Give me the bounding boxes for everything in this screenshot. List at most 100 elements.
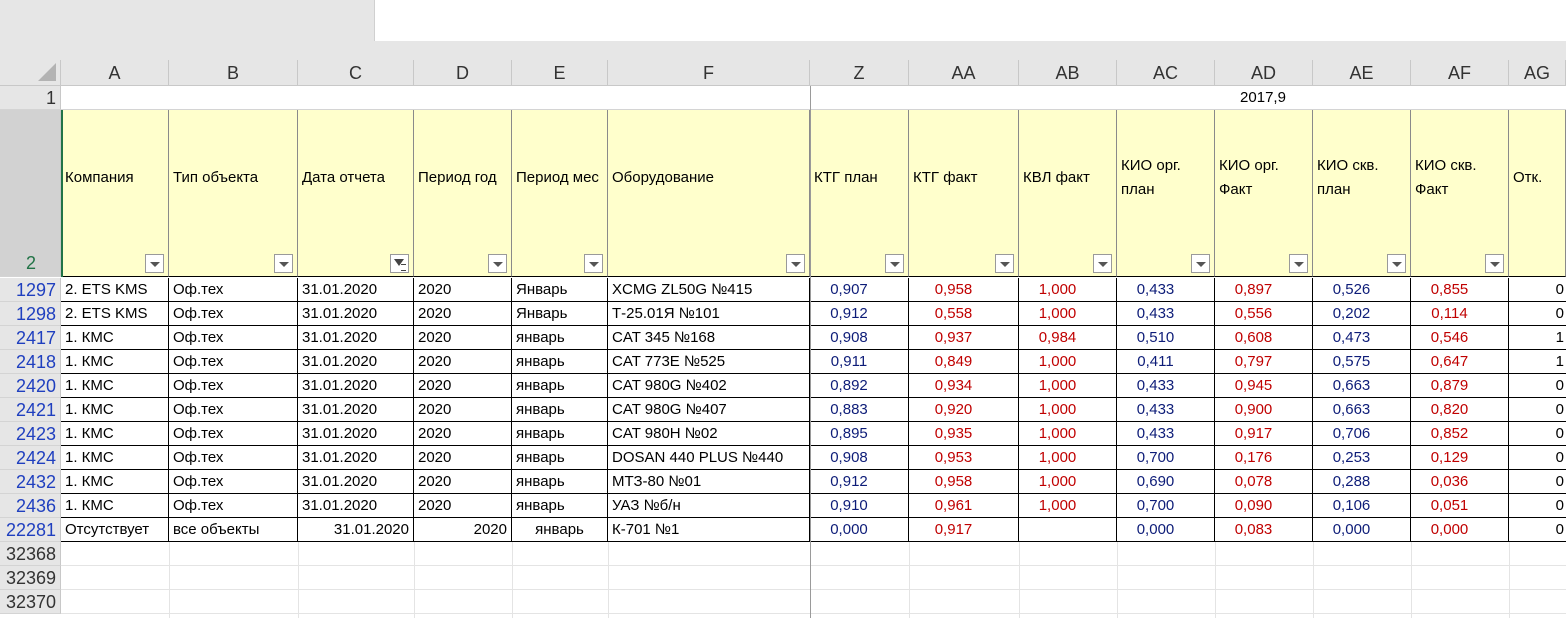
column-header-ad[interactable]: AD [1215,60,1313,86]
cell-ae-1298[interactable]: 0,202 [1313,302,1411,326]
cell-e-2432[interactable]: январь [512,470,608,494]
row-header-1[interactable]: 1 [0,86,61,110]
cell-b-2432[interactable]: Оф.тех [169,470,298,494]
cell-z-22281[interactable]: 0,000 [810,518,909,542]
row-header-2436[interactable]: 2436 [0,494,61,518]
cell-ae-1297[interactable]: 0,526 [1313,278,1411,302]
cell-f-1297[interactable]: XCMG ZL50G №415 [608,278,810,302]
cell-ac-1297[interactable]: 0,433 [1117,278,1215,302]
cell-b-2421[interactable]: Оф.тех [169,398,298,422]
cell-e-2420[interactable]: январь [512,374,608,398]
header-cell-ac[interactable]: КИО орг. план [1117,110,1215,277]
cell-b-1297[interactable]: Оф.тех [169,278,298,302]
cell-b-2420[interactable]: Оф.тех [169,374,298,398]
cell-z-2421[interactable]: 0,883 [810,398,909,422]
cell-b-2417[interactable]: Оф.тех [169,326,298,350]
cell-ae-2418[interactable]: 0,575 [1313,350,1411,374]
cell-a-2420[interactable]: 1. КМС [61,374,169,398]
cell-c-1297[interactable]: 31.01.2020 [298,278,414,302]
cell-e-2418[interactable]: январь [512,350,608,374]
column-header-ag[interactable]: AG [1509,60,1566,86]
cell-z-2424[interactable]: 0,908 [810,446,909,470]
cell-ac-1298[interactable]: 0,433 [1117,302,1215,326]
row-header-2[interactable]: 2 [0,110,61,277]
cell-ae-22281[interactable]: 0,000 [1313,518,1411,542]
select-all-button[interactable] [0,60,61,86]
column-header-c[interactable]: C [298,60,414,86]
column-header-af[interactable]: AF [1411,60,1509,86]
cell-ab-1298[interactable]: 1,000 [1019,302,1117,326]
filter-dropdown-button[interactable] [1191,254,1210,273]
cell-ad-2432[interactable]: 0,078 [1215,470,1313,494]
cell-z-2423[interactable]: 0,895 [810,422,909,446]
cell-c-1298[interactable]: 31.01.2020 [298,302,414,326]
cell-ab-2436[interactable]: 1,000 [1019,494,1117,518]
cell-d-2417[interactable]: 2020 [414,326,512,350]
cell-ag-2417[interactable]: 1 [1509,326,1566,350]
cell-ab-2424[interactable]: 1,000 [1019,446,1117,470]
filter-dropdown-button[interactable] [488,254,507,273]
cell-ac-2420[interactable]: 0,433 [1117,374,1215,398]
cell-f-2421[interactable]: CAT 980G №407 [608,398,810,422]
row-header-2432[interactable]: 2432 [0,470,61,494]
column-header-d[interactable]: D [414,60,512,86]
filter-dropdown-button[interactable] [145,254,164,273]
filter-dropdown-button[interactable] [1289,254,1308,273]
row1-merged-value[interactable]: 2017,9 [810,86,1566,110]
row1-left-cell[interactable] [61,86,810,110]
cell-z-1297[interactable]: 0,907 [810,278,909,302]
cell-af-2423[interactable]: 0,852 [1411,422,1509,446]
cell-ad-1298[interactable]: 0,556 [1215,302,1313,326]
filter-dropdown-button[interactable] [1485,254,1504,273]
cell-ag-1297[interactable]: 0 [1509,278,1566,302]
cell-f-1298[interactable]: Т-25.01Я №101 [608,302,810,326]
cell-ae-2417[interactable]: 0,473 [1313,326,1411,350]
column-header-ae[interactable]: AE [1313,60,1411,86]
row-header-2417[interactable]: 2417 [0,326,61,350]
cell-aa-2418[interactable]: 0,849 [909,350,1019,374]
row-header-2418[interactable]: 2418 [0,350,61,374]
cell-a-1298[interactable]: 2. ETS KMS [61,302,169,326]
cell-c-2417[interactable]: 31.01.2020 [298,326,414,350]
cell-z-2436[interactable]: 0,910 [810,494,909,518]
cell-af-2417[interactable]: 0,546 [1411,326,1509,350]
cell-f-2423[interactable]: CAT 980H №02 [608,422,810,446]
cell-ac-2423[interactable]: 0,433 [1117,422,1215,446]
cell-b-2423[interactable]: Оф.тех [169,422,298,446]
filter-dropdown-button[interactable] [274,254,293,273]
cell-d-2423[interactable]: 2020 [414,422,512,446]
cell-ac-2432[interactable]: 0,690 [1117,470,1215,494]
header-cell-ag[interactable]: Отк. [1509,110,1566,277]
cell-ag-2436[interactable]: 0 [1509,494,1566,518]
cell-e-2423[interactable]: январь [512,422,608,446]
cell-ag-2420[interactable]: 0 [1509,374,1566,398]
cell-ad-22281[interactable]: 0,083 [1215,518,1313,542]
header-cell-ab[interactable]: КВЛ факт [1019,110,1117,277]
cell-d-2436[interactable]: 2020 [414,494,512,518]
cell-f-2424[interactable]: DOSAN 440 PLUS №440 [608,446,810,470]
cell-ae-2432[interactable]: 0,288 [1313,470,1411,494]
cell-ag-2421[interactable]: 0 [1509,398,1566,422]
row-header-2423[interactable]: 2423 [0,422,61,446]
cell-c-2420[interactable]: 31.01.2020 [298,374,414,398]
cell-ae-2421[interactable]: 0,663 [1313,398,1411,422]
cell-e-2421[interactable]: январь [512,398,608,422]
cell-aa-1298[interactable]: 0,558 [909,302,1019,326]
cell-f-2436[interactable]: УАЗ №б/н [608,494,810,518]
cell-b-2418[interactable]: Оф.тех [169,350,298,374]
cell-d-2424[interactable]: 2020 [414,446,512,470]
filter-dropdown-button[interactable] [995,254,1014,273]
cell-e-22281[interactable]: январь [512,518,608,542]
cell-ad-2418[interactable]: 0,797 [1215,350,1313,374]
cell-d-2420[interactable]: 2020 [414,374,512,398]
cell-d-22281[interactable]: 2020 [414,518,512,542]
filter-dropdown-button[interactable] [885,254,904,273]
column-header-f[interactable]: F [608,60,810,86]
column-header-ab[interactable]: AB [1019,60,1117,86]
cell-d-2418[interactable]: 2020 [414,350,512,374]
header-cell-z[interactable]: КТГ план [810,110,909,277]
row-header-32370[interactable]: 32370 [0,590,61,614]
cell-ab-2432[interactable]: 1,000 [1019,470,1117,494]
cell-aa-2420[interactable]: 0,934 [909,374,1019,398]
cell-ad-2424[interactable]: 0,176 [1215,446,1313,470]
